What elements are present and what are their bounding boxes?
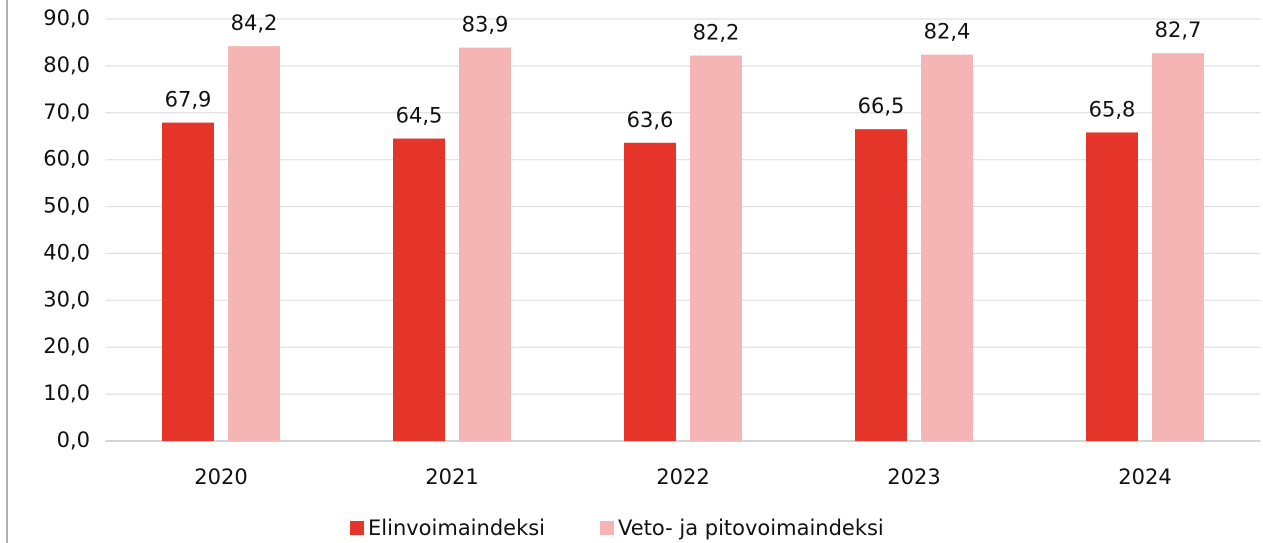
legend-swatch [600,521,614,535]
bar [624,142,676,441]
y-tick-label: 40,0 [43,240,90,264]
bar [162,122,214,441]
bar [1152,53,1204,442]
x-tick-label: 2020 [194,465,247,489]
bar [921,54,973,441]
bar [228,46,280,441]
value-label: 65,8 [1089,97,1136,121]
value-label: 82,7 [1155,18,1202,42]
value-label: 82,2 [693,21,740,45]
value-label: 82,4 [924,20,971,44]
value-label: 63,6 [627,108,674,132]
bar [393,138,445,442]
y-tick-label: 70,0 [43,100,90,124]
value-label: 83,9 [462,13,509,37]
bar [690,55,742,441]
value-label: 66,5 [858,94,905,118]
value-label: 84,2 [231,11,278,35]
y-tick-label: 90,0 [43,6,90,30]
x-tick-label: 2024 [1118,465,1171,489]
y-tick-label: 50,0 [43,194,90,218]
bar [459,47,511,441]
bar [1086,132,1138,441]
legend-label: Veto- ja pitovoimaindeksi [618,516,884,540]
y-tick-label: 20,0 [43,334,90,358]
y-tick-label: 60,0 [43,147,90,171]
x-tick-label: 2023 [887,465,940,489]
y-tick-label: 30,0 [43,287,90,311]
x-tick-label: 2022 [656,465,709,489]
x-tick-label: 2021 [425,465,478,489]
bar [855,129,907,441]
value-label: 67,9 [165,88,212,112]
y-tick-label: 80,0 [43,53,90,77]
value-label: 64,5 [396,104,443,128]
legend-swatch [350,521,364,535]
y-tick-label: 0,0 [57,428,90,452]
y-tick-label: 10,0 [43,381,90,405]
legend-label: Elinvoimaindeksi [368,516,545,540]
